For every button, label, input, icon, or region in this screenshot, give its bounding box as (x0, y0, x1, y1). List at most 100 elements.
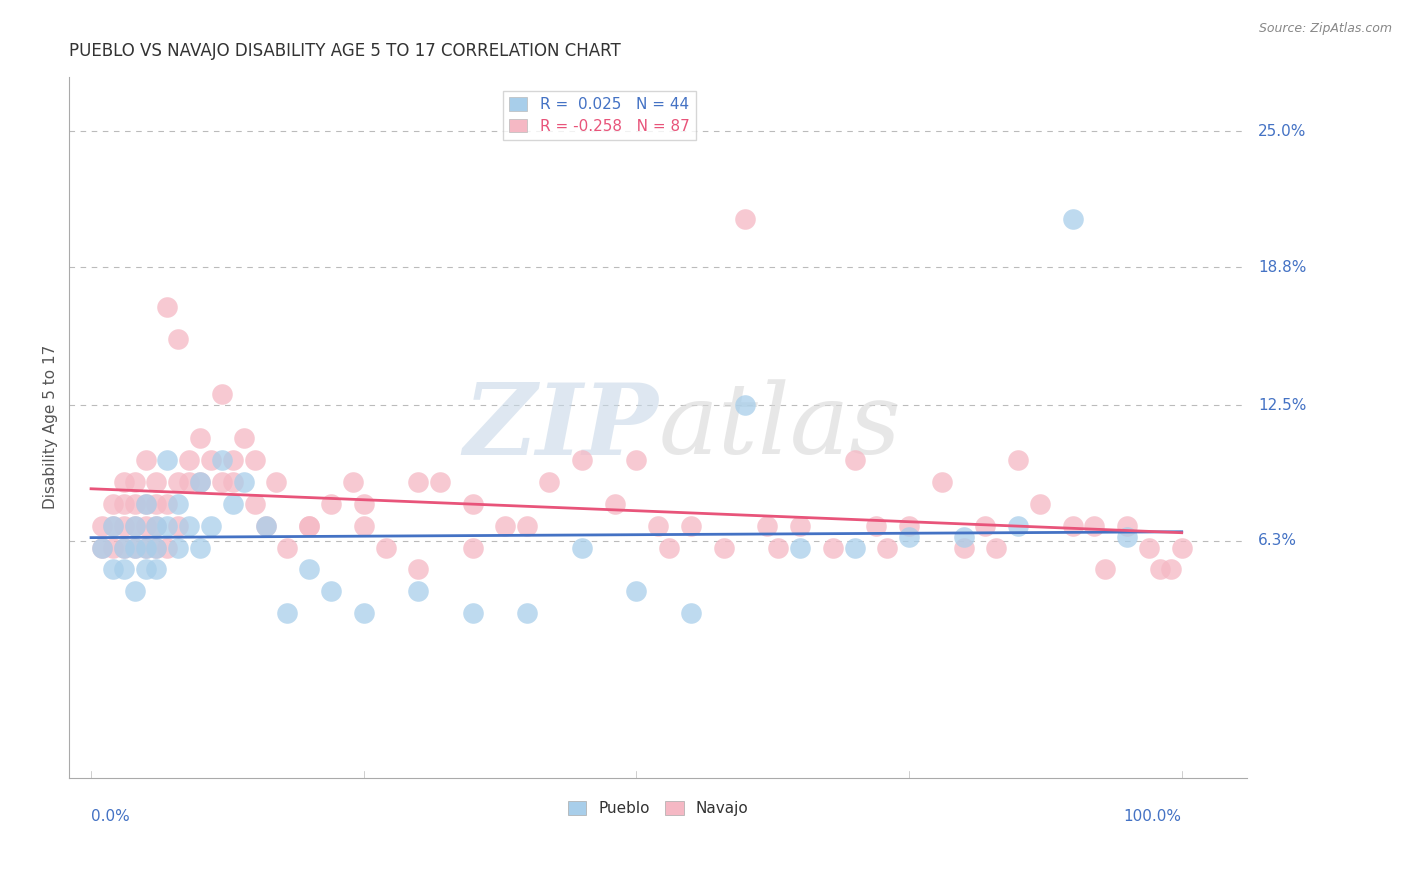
Point (461, 497, 484, 511)
Point (679, 607, 702, 621)
Point (1116, 530, 1139, 544)
Text: 6.3%: 6.3% (1258, 533, 1298, 549)
Point (145, 562, 167, 576)
Point (124, 584, 146, 599)
Point (789, 541, 811, 555)
Point (222, 475, 245, 489)
Point (135, 562, 157, 576)
Point (188, 431, 211, 445)
Point (167, 518, 190, 533)
Point (658, 541, 681, 555)
Point (1007, 453, 1029, 467)
Point (571, 541, 593, 555)
Point (898, 518, 921, 533)
Point (1062, 518, 1084, 533)
Point (1160, 562, 1182, 576)
Text: ZIP: ZIP (463, 379, 658, 475)
Point (188, 541, 211, 555)
Point (679, 518, 702, 533)
Point (571, 453, 593, 467)
Point (232, 475, 254, 489)
Legend: Pueblo, Navajo: Pueblo, Navajo (562, 795, 755, 822)
Point (112, 475, 135, 489)
Text: 25.0%: 25.0% (1258, 124, 1306, 139)
Point (1170, 541, 1192, 555)
Point (254, 518, 277, 533)
Text: 0.0%: 0.0% (91, 809, 129, 824)
Point (124, 518, 146, 533)
Point (1083, 518, 1105, 533)
Point (101, 518, 124, 533)
Point (353, 518, 375, 533)
Point (135, 497, 157, 511)
Point (124, 541, 146, 555)
Point (243, 497, 266, 511)
Point (112, 562, 135, 576)
Point (156, 497, 179, 511)
Point (516, 607, 538, 621)
Point (188, 475, 211, 489)
Text: 18.8%: 18.8% (1258, 260, 1306, 275)
Point (844, 541, 866, 555)
Point (276, 607, 298, 621)
Text: 12.5%: 12.5% (1258, 398, 1306, 413)
Point (986, 541, 1008, 555)
Point (145, 541, 167, 555)
Point (156, 453, 179, 467)
Point (374, 541, 396, 555)
Point (124, 518, 146, 533)
Point (461, 541, 484, 555)
Point (254, 518, 277, 533)
Point (1149, 562, 1171, 576)
Point (276, 541, 298, 555)
Point (495, 518, 517, 533)
Point (179, 475, 201, 489)
Point (91, 518, 114, 533)
Point (145, 475, 167, 489)
Point (974, 518, 997, 533)
Point (243, 453, 266, 467)
Point (145, 518, 167, 533)
Point (266, 475, 288, 489)
Point (1062, 211, 1084, 226)
Point (135, 518, 157, 533)
Point (406, 584, 429, 599)
Point (319, 497, 342, 511)
Point (135, 541, 157, 555)
Point (298, 562, 321, 576)
Point (232, 431, 254, 445)
Point (101, 518, 124, 533)
Point (898, 530, 921, 544)
Point (167, 541, 190, 555)
Point (211, 453, 233, 467)
Point (865, 518, 887, 533)
Point (145, 518, 167, 533)
Point (647, 518, 669, 533)
Point (713, 541, 735, 555)
Point (112, 497, 135, 511)
Point (1007, 518, 1029, 533)
Point (734, 398, 756, 412)
Point (179, 518, 201, 533)
Point (167, 333, 190, 347)
Point (211, 387, 233, 401)
Point (429, 475, 451, 489)
Point (156, 300, 179, 314)
Text: PUEBLO VS NAVAJO DISABILITY AGE 5 TO 17 CORRELATION CHART: PUEBLO VS NAVAJO DISABILITY AGE 5 TO 17 … (69, 42, 621, 60)
Point (298, 518, 321, 533)
Point (1116, 518, 1139, 533)
Point (112, 541, 135, 555)
Point (179, 453, 201, 467)
Point (756, 518, 779, 533)
Point (124, 475, 146, 489)
Point (1094, 562, 1116, 576)
Point (91, 541, 114, 555)
Point (734, 211, 756, 226)
Point (931, 475, 953, 489)
Point (167, 497, 190, 511)
Point (353, 607, 375, 621)
Point (952, 530, 974, 544)
Point (188, 475, 211, 489)
Point (167, 475, 190, 489)
Point (101, 497, 124, 511)
